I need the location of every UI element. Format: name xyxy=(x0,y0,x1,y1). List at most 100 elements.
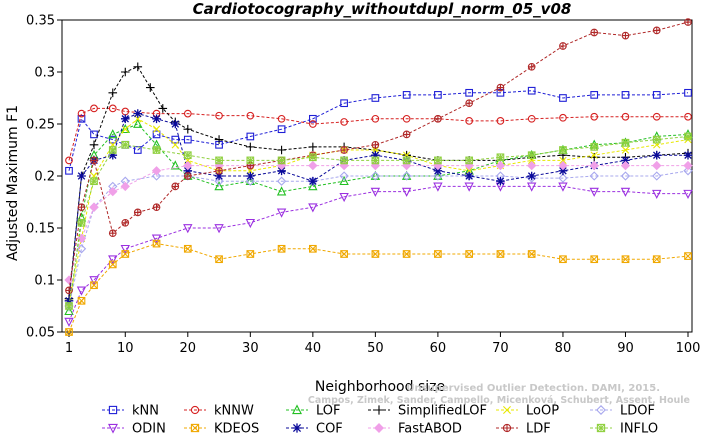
data-point xyxy=(183,135,192,144)
data-point xyxy=(65,166,73,175)
data-point xyxy=(215,255,223,264)
data-point xyxy=(401,171,412,181)
x-tick-label: 30 xyxy=(242,341,259,356)
data-point-detail xyxy=(371,156,380,165)
data-point-detail xyxy=(309,153,317,161)
data-point xyxy=(371,150,380,160)
data-point xyxy=(340,118,348,126)
data-point-detail xyxy=(77,219,86,227)
data-point xyxy=(170,119,180,129)
legend-item-knn: kNN xyxy=(102,404,159,419)
data-point-detail xyxy=(340,156,348,165)
data-point xyxy=(652,91,661,99)
data-point xyxy=(496,176,505,186)
data-point xyxy=(183,166,193,176)
data-point xyxy=(527,160,537,171)
data-point xyxy=(64,317,74,327)
legend-item-fastabod: FastABOD xyxy=(368,422,462,434)
data-point xyxy=(308,244,317,253)
data-point xyxy=(495,160,506,171)
data-point xyxy=(108,129,118,139)
series-odin xyxy=(64,182,693,327)
data-point xyxy=(246,142,255,152)
data-point xyxy=(370,171,381,181)
data-point-detail xyxy=(527,151,536,159)
data-point-detail xyxy=(621,255,630,263)
data-point xyxy=(121,250,130,258)
data-point xyxy=(589,152,599,162)
x-tick-label: 90 xyxy=(617,341,634,356)
data-point xyxy=(558,173,568,183)
data-point xyxy=(434,250,442,258)
data-point-detail xyxy=(65,328,73,336)
data-point xyxy=(308,176,318,186)
data-point-detail xyxy=(434,115,442,123)
data-point xyxy=(596,405,606,415)
data-point-detail xyxy=(597,424,605,432)
data-point xyxy=(190,423,200,433)
data-point xyxy=(433,182,443,192)
data-point-detail xyxy=(622,32,629,39)
legend-item-kdeos: KDEOS xyxy=(184,422,259,434)
watermark-line-1: Unsupervised Outlier Detection. DAMI, 20… xyxy=(406,383,660,394)
data-point xyxy=(308,203,318,213)
data-point xyxy=(65,156,73,165)
data-point xyxy=(684,252,692,260)
legend-label: LDF xyxy=(526,422,551,434)
series-line xyxy=(68,107,688,161)
data-point-detail xyxy=(134,209,142,216)
data-point-detail xyxy=(90,157,98,164)
data-point xyxy=(292,404,302,415)
data-point-detail xyxy=(191,424,199,432)
data-point-detail xyxy=(121,219,129,227)
data-point xyxy=(374,405,384,415)
data-point xyxy=(527,173,537,183)
legend-item-cof: COF xyxy=(286,422,343,434)
x-axis-label: Neighborhood size xyxy=(315,379,445,395)
data-point xyxy=(277,244,286,253)
data-point xyxy=(370,187,381,197)
data-point-detail xyxy=(465,99,473,107)
data-point xyxy=(402,250,411,258)
data-point xyxy=(503,406,511,414)
data-point xyxy=(108,104,117,113)
data-point xyxy=(558,166,568,176)
data-point xyxy=(214,176,224,186)
data-point xyxy=(108,186,118,197)
data-point xyxy=(621,255,630,264)
data-point xyxy=(90,104,98,113)
data-point xyxy=(559,94,567,102)
data-point xyxy=(190,405,200,415)
data-point xyxy=(621,156,630,165)
data-point xyxy=(171,135,180,144)
data-point-detail xyxy=(215,255,223,263)
legend-label: KDEOS xyxy=(214,422,259,434)
x-tick-label: 1 xyxy=(65,341,73,356)
data-point xyxy=(527,114,536,123)
data-point-detail xyxy=(559,255,567,263)
x-tick-label: 40 xyxy=(305,341,322,356)
series-line xyxy=(68,66,689,299)
data-point xyxy=(465,117,474,125)
y-tick-label: 0.15 xyxy=(26,222,55,237)
data-point xyxy=(108,150,118,160)
data-point-detail xyxy=(621,139,630,147)
y-tick-label: 0.3 xyxy=(34,66,55,81)
data-point-detail xyxy=(246,250,255,258)
data-point-detail xyxy=(90,177,98,185)
y-tick-label: 0.1 xyxy=(34,274,55,289)
data-point xyxy=(276,208,287,218)
legend-label: LDOF xyxy=(620,404,655,419)
data-point-detail xyxy=(121,250,129,258)
data-point xyxy=(620,187,631,197)
series-kdeos xyxy=(65,239,692,336)
data-point xyxy=(371,114,380,123)
data-point xyxy=(621,146,630,154)
data-point xyxy=(277,145,286,155)
chart-title: Cardiotocography_withoutdupl_norm_05_v08 xyxy=(193,0,572,18)
data-point xyxy=(246,250,255,258)
data-point-detail xyxy=(152,239,161,248)
legend: kNN kNNW LOF SimplifiedLOF LoOP LDOF ODIN KDEOS… xyxy=(102,404,658,434)
data-point xyxy=(371,94,380,102)
data-point xyxy=(151,166,162,176)
